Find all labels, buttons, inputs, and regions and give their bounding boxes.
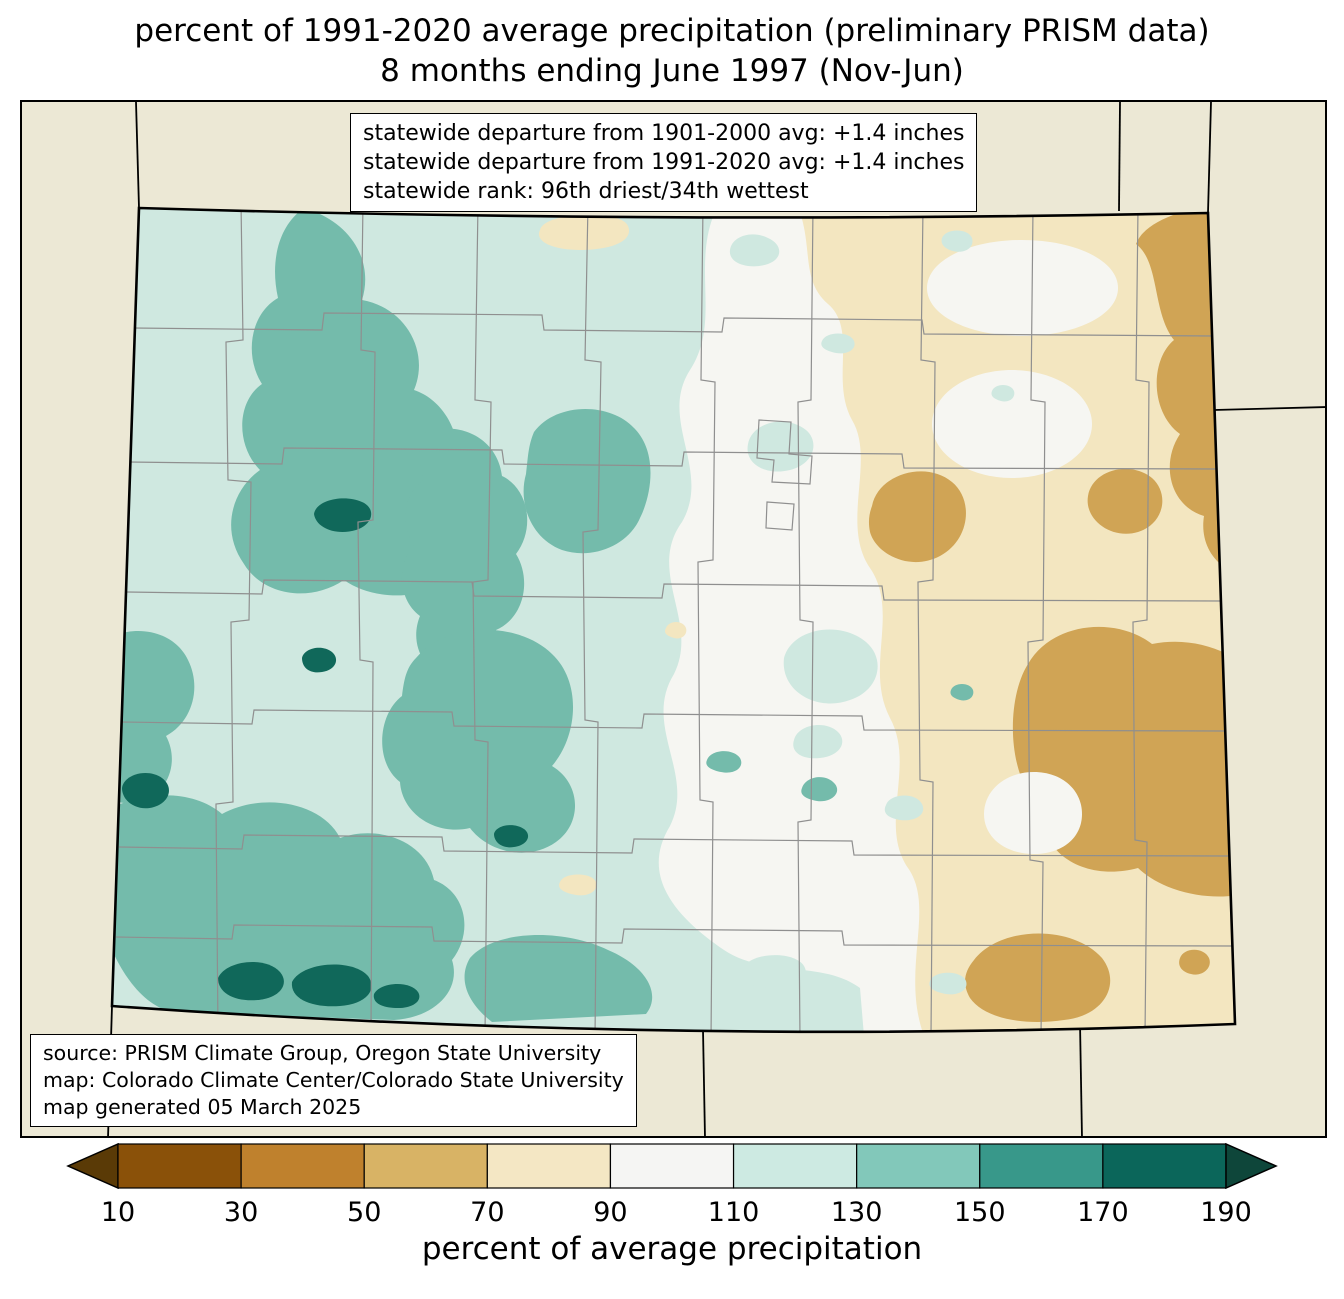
colorbar-tick: 90: [593, 1197, 628, 1228]
state-interior: [112, 208, 1235, 1032]
source-line-2: map: Colorado Climate Center/Colorado St…: [43, 1068, 624, 1093]
stats-line-1: statewide departure from 1901-2000 avg: …: [363, 121, 965, 146]
figure-title-line2: 8 months ending June 1997 (Nov-Jun): [380, 52, 964, 89]
colorbar-tick: 10: [100, 1197, 136, 1228]
source-line-3: map generated 05 March 2025: [43, 1095, 362, 1120]
colorbar-tick: 70: [470, 1197, 505, 1228]
colorbar-tick: 130: [830, 1197, 883, 1228]
colorbar-scale: [66, 1142, 1278, 1190]
stats-line-3: statewide rank: 96th driest/34th wettest: [363, 179, 809, 205]
county-borders: [115, 208, 1234, 1032]
colorbar-label: percent of average precipitation: [421, 1231, 923, 1267]
colorbar-tick: 190: [1200, 1197, 1252, 1228]
colorbar-ticks: 10 30 50 70 90 110 130 150 170 190: [101, 1193, 1252, 1229]
source-line-1: source: PRISM Climate Group, Oregon Stat…: [43, 1041, 602, 1065]
figure-title: percent of 1991-2020 average precipitati…: [0, 12, 1344, 91]
colorbar-tick: 110: [707, 1197, 760, 1228]
figure-title-line1: percent of 1991-2020 average precipitati…: [134, 13, 1210, 49]
colorbar: 10 30 50 70 90 110 130 150 170 190 perce…: [64, 1142, 1280, 1267]
precip-regions: [112, 208, 1235, 1032]
stats-box: statewide departure from 1901-2000 avg: …: [350, 113, 978, 213]
colorbar-tick: 170: [1077, 1197, 1129, 1228]
colorbar-tick: 50: [347, 1197, 382, 1228]
colorbar-tick: 30: [223, 1197, 259, 1228]
state-border: [110, 206, 1237, 1034]
colorbar-tick: 150: [953, 1197, 1006, 1228]
colorado-precip-map: [22, 102, 1325, 1136]
map-frame: statewide departure from 1901-2000 avg: …: [20, 100, 1327, 1138]
stats-line-2: statewide departure from 1991-2020 avg: …: [363, 150, 965, 176]
source-box: source: PRISM Climate Group, Oregon Stat…: [30, 1034, 637, 1128]
neighbor-state-borders: [107, 102, 1325, 1136]
